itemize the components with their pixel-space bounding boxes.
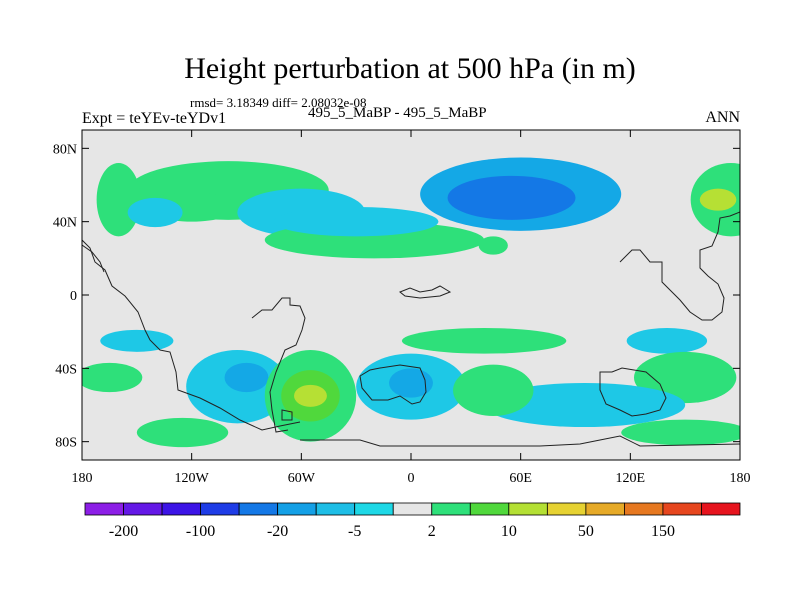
positive-anomaly-3	[699, 188, 737, 211]
positive-anomaly-14	[633, 351, 737, 404]
latitude-axis: 80N 40N 0 40S 80S	[53, 142, 740, 451]
coastline-australia	[599, 367, 667, 417]
experiment-label: Expt = teYEv-teYDv1	[82, 110, 227, 127]
colorbar-label: -100	[186, 523, 215, 540]
colorbar-swatch	[123, 502, 163, 516]
lat-tick-label: 80N	[53, 142, 77, 157]
page-title: Height perturbation at 500 hPa (in m)	[184, 52, 636, 85]
positive-anomaly-20	[294, 384, 327, 407]
lat-tick-label: 0	[70, 289, 77, 304]
colorbar-swatch	[624, 502, 664, 516]
colorbar: -200 -100 -20 -5 2 10 50 150	[84, 502, 741, 540]
lon-tick-label: 120E	[616, 471, 646, 486]
colorbar-swatch	[354, 502, 394, 516]
colorbar-label: -5	[348, 523, 361, 540]
negative-anomaly-26	[100, 329, 174, 352]
positive-anomaly-12	[401, 328, 567, 354]
contour-fields	[82, 157, 740, 448]
positive-anomaly-11	[478, 236, 508, 255]
coastline-antarctic-peninsula	[281, 409, 293, 421]
coastlines	[82, 211, 740, 447]
colorbar-swatch	[161, 502, 201, 516]
colorbar-swatch	[508, 502, 548, 516]
coastline-southamerica	[251, 297, 306, 433]
lon-tick-label: 60E	[509, 471, 532, 486]
longitude-axis: 180 120W 60W 0 60E 120E 180	[72, 130, 751, 486]
colorbar-label: -20	[267, 523, 288, 540]
positive-anomaly-6	[96, 163, 141, 237]
coastline-antarctica	[300, 435, 740, 447]
colorbar-swatch	[585, 502, 625, 516]
colorbar-label: 10	[501, 523, 517, 540]
negative-anomaly-1	[447, 175, 576, 220]
colorbar-swatch	[238, 502, 279, 516]
negative-anomaly-17	[224, 362, 269, 393]
lat-tick-label: 80S	[55, 436, 77, 451]
colorbar-label: 2	[428, 523, 436, 540]
negative-anomaly-13	[626, 328, 708, 354]
coastline-greenland	[82, 244, 105, 273]
stats-label: rmsd= 3.18349 diff= 2.08032e-08	[190, 95, 367, 110]
colorbar-swatch	[546, 502, 587, 516]
colorbar-swatch	[701, 502, 741, 516]
colorbar-swatch	[431, 502, 471, 516]
case-label: 495_5_MaBP - 495_5_MaBP	[308, 105, 487, 121]
colorbar-label: 50	[578, 523, 594, 540]
lat-tick-label: 40N	[53, 216, 77, 231]
lat-tick-label: 40S	[55, 362, 77, 377]
coastline-africa	[359, 364, 427, 405]
colorbar-label: 150	[651, 523, 675, 540]
coastline-indonesia	[399, 285, 452, 299]
colorbar-swatch	[662, 502, 702, 516]
colorbar-swatch	[200, 502, 240, 516]
colorbar-swatch	[315, 502, 356, 516]
positive-anomaly-25	[136, 417, 229, 448]
coastline-americas	[82, 239, 301, 431]
positive-anomaly-27	[621, 419, 740, 446]
lon-tick-label: 180	[72, 471, 93, 486]
positive-anomaly-24	[82, 362, 143, 393]
colorbar-label: -200	[109, 523, 138, 540]
colorbar-swatch	[84, 502, 124, 516]
season-label: ANN	[705, 109, 740, 126]
negative-anomaly-7	[127, 197, 183, 228]
lon-tick-label: 60W	[288, 471, 316, 486]
coastline-eurasia-east	[619, 211, 740, 321]
negative-anomaly-22	[389, 368, 433, 398]
lon-tick-label: 120W	[175, 471, 210, 486]
positive-anomaly-23	[453, 364, 534, 417]
lon-tick-label: 0	[408, 471, 415, 486]
colorbar-swatch	[277, 502, 317, 516]
colorbar-swatch	[392, 502, 433, 516]
negative-anomaly-10	[273, 207, 439, 237]
colorbar-swatch	[469, 502, 510, 516]
lon-tick-label: 180	[730, 471, 751, 486]
